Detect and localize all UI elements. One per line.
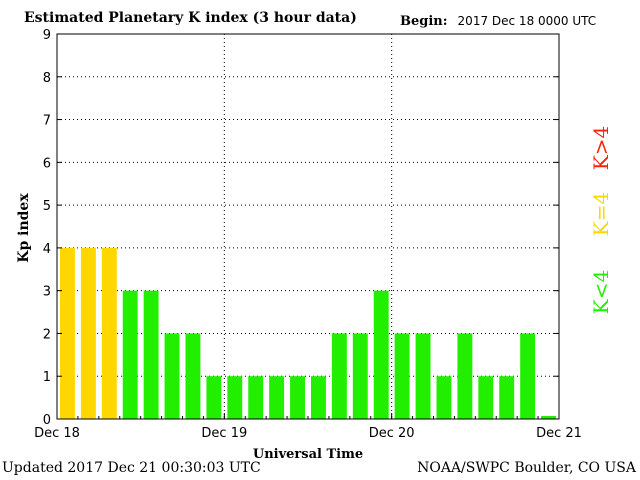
- kp-bar: [352, 333, 368, 419]
- kp-bar: [80, 247, 96, 419]
- kp-bar: [499, 376, 515, 419]
- kp-bar: [541, 416, 556, 419]
- kp-bar: [227, 376, 243, 419]
- x-tick-label: Dec 19: [201, 426, 247, 441]
- y-tick-label: 9: [43, 28, 51, 43]
- axis-ticks: [56, 33, 560, 420]
- chart-title: Estimated Planetary K index (3 hour data…: [24, 10, 357, 26]
- y-tick-label: 1: [43, 370, 51, 385]
- kp-bar: [101, 247, 117, 419]
- y-tick-label: 2: [43, 327, 51, 342]
- kp-bar: [436, 376, 452, 419]
- kp-bar: [415, 333, 431, 419]
- y-tick-label: 0: [43, 413, 51, 428]
- y-tick-label: 8: [43, 71, 51, 86]
- bars: [60, 247, 556, 419]
- kp-bar: [206, 376, 222, 419]
- kp-bar: [373, 290, 389, 419]
- kp-bar: [457, 333, 473, 419]
- kp-bar: [311, 376, 326, 419]
- y-tick-label: 6: [43, 156, 51, 171]
- kp-bar: [122, 290, 138, 419]
- kp-bar: [143, 290, 159, 419]
- y-tick-label: 7: [43, 114, 51, 129]
- kp-bar: [60, 247, 75, 419]
- updated-timestamp: Updated 2017 Dec 21 00:30:03 UTC: [2, 460, 261, 476]
- kp-bar: [269, 376, 285, 419]
- y-tick-label: 3: [43, 285, 51, 300]
- kp-bar: [520, 333, 536, 419]
- begin-label: Begin:: [400, 14, 448, 29]
- kp-bar: [290, 376, 305, 419]
- legend-k-equal-4: K=4: [589, 191, 613, 237]
- kp-bar: [394, 333, 410, 419]
- y-tick-label: 5: [43, 199, 51, 214]
- x-axis-label: Universal Time: [252, 447, 364, 462]
- x-tick-label: Dec 20: [369, 426, 415, 441]
- y-tick-label: 4: [43, 242, 51, 257]
- kp-bar: [331, 333, 347, 419]
- kp-bar: [248, 376, 264, 419]
- legend-k-above-4: K>4: [589, 125, 613, 171]
- x-tick-label: Dec 18: [34, 426, 80, 441]
- kp-bar: [185, 333, 201, 419]
- begin-readout: Begin: 2017 Dec 18 0000 UTC: [400, 14, 596, 29]
- kp-bar: [164, 333, 180, 419]
- grid-lines: [57, 34, 559, 419]
- x-tick-label: Dec 21: [536, 426, 582, 441]
- source-credit: NOAA/SWPC Boulder, CO USA: [417, 460, 636, 476]
- legend-k-below-4: K<4: [589, 269, 613, 315]
- tick-labels: 0 1 2 3 4 5 6 7 8 9 Dec 18 Dec 19 Dec 20 Dec 21: [34, 28, 582, 441]
- kp-bar: [478, 376, 494, 419]
- y-axis-label: Kp index: [16, 193, 32, 263]
- begin-value: 2017 Dec 18 0000 UTC: [457, 14, 597, 28]
